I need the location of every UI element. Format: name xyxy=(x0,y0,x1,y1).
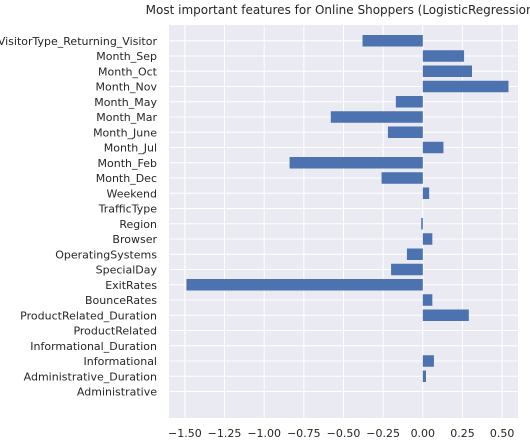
y-tick-label: Month_Jul xyxy=(104,142,157,155)
x-tick-label: −1.50 xyxy=(168,427,202,440)
y-tick-label: Administrative_Duration xyxy=(24,370,157,383)
y-tick-label: Month_June xyxy=(93,126,157,139)
bar xyxy=(391,263,423,276)
y-tick-label: Month_Oct xyxy=(98,65,158,78)
y-tick-label: Informational_Duration xyxy=(30,340,157,353)
bar xyxy=(330,111,423,123)
bar xyxy=(289,157,423,169)
y-tick-label: Month_Nov xyxy=(96,81,158,94)
x-tick-label: −0.50 xyxy=(327,427,361,440)
y-tick-label: ProductRelated_Duration xyxy=(20,309,157,322)
bar xyxy=(422,80,509,93)
y-tick-label: Browser xyxy=(112,233,157,246)
bar xyxy=(422,294,433,306)
y-tick-label: OperatingSystems xyxy=(55,248,157,261)
x-tick-label: 0.25 xyxy=(450,427,475,440)
y-tick-label: VisitorType_Returning_Visitor xyxy=(0,35,157,48)
x-tick-label: −0.25 xyxy=(366,427,400,440)
y-tick-label: Region xyxy=(119,218,157,231)
x-tick-labels: −1.50 −1.25 −1.00 −0.75 −0.50 −0.25 0.00 0.25 0.… xyxy=(168,427,514,440)
y-tick-label: Month_May xyxy=(94,96,157,109)
y-tick-label: Administrative xyxy=(77,386,157,399)
y-tick-label: BounceRates xyxy=(85,294,157,307)
bar xyxy=(422,355,434,367)
bar xyxy=(421,218,423,230)
bar xyxy=(381,172,423,184)
y-tick-label: Weekend xyxy=(107,187,157,200)
y-tick-label: ExitRates xyxy=(105,279,157,292)
y-tick-label: Month_Sep xyxy=(96,50,157,63)
y-tick-label: Month_Feb xyxy=(98,157,157,170)
y-tick-label: ProductRelated xyxy=(73,325,157,338)
bar xyxy=(422,187,430,199)
y-tick-label: TrafficType xyxy=(98,203,158,216)
bar xyxy=(422,141,444,154)
bar xyxy=(406,248,423,260)
bar xyxy=(422,309,469,321)
y-tick-labels: VisitorType_Returning_Visitor Month_Sep Mo… xyxy=(0,35,158,399)
bar xyxy=(387,126,423,138)
bar xyxy=(395,96,423,108)
bars xyxy=(186,35,509,382)
x-tick-label: −1.25 xyxy=(208,427,242,440)
x-tick-label: 0.50 xyxy=(490,427,515,440)
bar xyxy=(422,370,426,382)
chart-title: Most important features for Online Shopp… xyxy=(146,3,530,17)
bar xyxy=(186,279,423,291)
bar xyxy=(422,50,465,62)
y-tick-label: Month_Mar xyxy=(96,111,157,124)
x-tick-label: 0.00 xyxy=(411,427,436,440)
y-tick-label: Month_Dec xyxy=(96,172,157,185)
x-tick-label: −0.75 xyxy=(287,427,321,440)
y-tick-label: Informational xyxy=(84,355,157,368)
y-tick-label: SpecialDay xyxy=(96,264,158,277)
bar xyxy=(362,35,423,47)
x-tick-label: −1.00 xyxy=(247,427,281,440)
bar xyxy=(422,233,433,245)
bar xyxy=(422,65,472,77)
